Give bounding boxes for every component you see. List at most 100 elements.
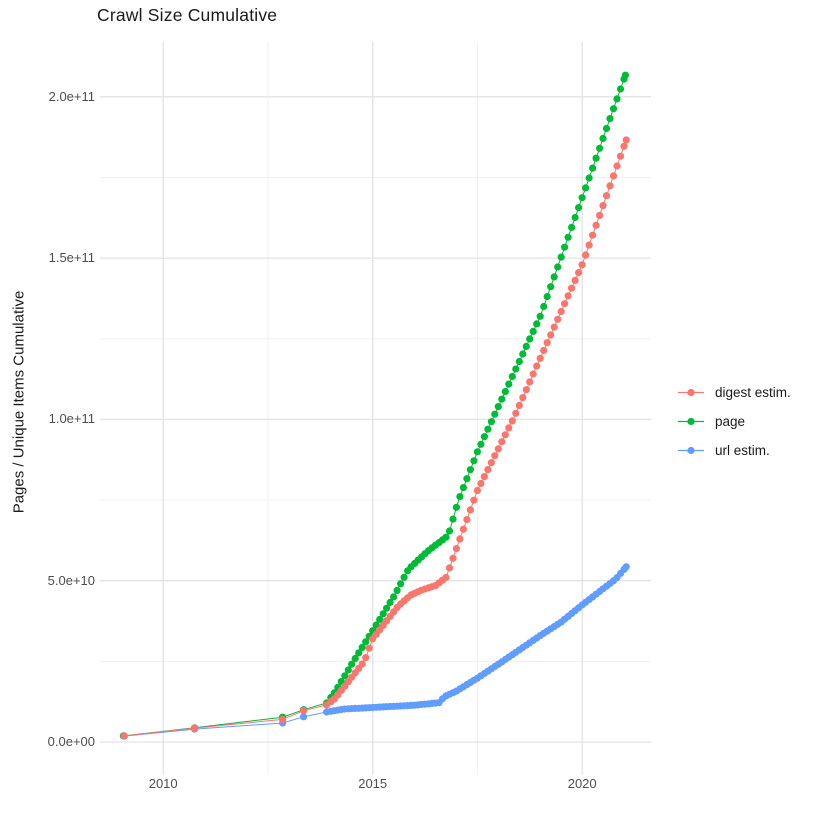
data-point (596, 211, 604, 219)
data-point (362, 638, 370, 646)
data-point (599, 134, 607, 142)
data-point (515, 401, 523, 409)
legend-label: page (715, 414, 746, 429)
data-point (540, 346, 548, 355)
data-point (508, 417, 516, 425)
data-point (602, 124, 611, 133)
data-point (501, 431, 509, 439)
data-point (466, 466, 474, 474)
data-point (599, 202, 607, 210)
data-point (456, 535, 464, 543)
data-point (445, 564, 454, 572)
y-tick-label: 1.0e+11 (48, 411, 95, 427)
data-point (592, 221, 600, 229)
data-point (536, 312, 544, 320)
data-point (512, 365, 520, 373)
data-point (470, 457, 478, 465)
data-point (609, 105, 618, 113)
data-point (348, 660, 356, 668)
series-digest-estim- (120, 136, 630, 740)
data-point (526, 335, 534, 343)
data-point (582, 184, 590, 192)
data-point (522, 386, 530, 394)
data-point (602, 192, 611, 200)
data-point (519, 350, 527, 358)
data-point (582, 251, 590, 259)
data-point (386, 598, 394, 607)
legend-entry-page: page (676, 407, 791, 436)
data-point (498, 438, 506, 446)
legend-entry-url-estim-: url estim. (676, 436, 791, 465)
data-point (596, 144, 604, 152)
data-point (442, 533, 450, 541)
data-point (554, 263, 562, 271)
legend-entry-digest-estim-: digest estim. (676, 378, 791, 407)
data-point (362, 654, 370, 662)
data-point (613, 162, 621, 170)
data-point (606, 182, 614, 190)
x-tick-label: 2020 (567, 776, 597, 791)
data-point (589, 231, 597, 239)
data-point (470, 496, 478, 504)
data-point (543, 293, 551, 301)
data-point (452, 503, 460, 511)
data-point (397, 580, 405, 588)
data-point (459, 484, 467, 492)
legend-key-icon (678, 417, 704, 426)
data-point (452, 545, 460, 553)
data-point (376, 615, 384, 624)
data-point (501, 388, 509, 396)
data-point (547, 331, 555, 339)
data-point (568, 284, 576, 292)
data-point (442, 573, 450, 582)
data-point (533, 362, 541, 370)
data-point (550, 273, 558, 281)
chart-title: Crawl Size Cumulative (97, 5, 278, 25)
data-point (529, 370, 537, 378)
data-point (533, 320, 541, 328)
data-point (477, 440, 485, 448)
data-point (473, 486, 481, 495)
series-url-estim- (120, 563, 630, 740)
data-point (568, 223, 576, 231)
data-point (609, 172, 618, 180)
data-point (561, 300, 569, 308)
data-point (578, 261, 586, 269)
data-point (463, 475, 471, 483)
data-point (554, 315, 562, 323)
data-point (390, 593, 398, 601)
data-point (575, 269, 583, 277)
data-point (494, 445, 502, 453)
data-point (515, 357, 523, 366)
data-point (592, 154, 600, 162)
series-line (124, 139, 627, 737)
legend-key-icon (678, 388, 704, 397)
x-tick-label: 2010 (148, 776, 178, 791)
data-point (550, 323, 558, 331)
data-point (191, 724, 199, 732)
data-point (466, 506, 474, 514)
data-point (564, 292, 572, 300)
data-point (578, 194, 586, 202)
data-point (279, 715, 287, 724)
data-point (621, 71, 630, 79)
data-point (498, 395, 506, 403)
data-point (400, 573, 408, 581)
data-point (379, 610, 387, 618)
data-point (456, 493, 464, 501)
data-point (585, 174, 593, 182)
data-point (383, 604, 391, 612)
data-point (505, 424, 513, 432)
data-point (487, 418, 495, 426)
data-point (487, 459, 495, 467)
data-point (543, 339, 551, 347)
x-tick-label: 2015 (358, 776, 388, 791)
y-tick-label: 0.0e+00 (47, 734, 95, 749)
data-point (300, 713, 308, 721)
data-point (622, 136, 630, 144)
data-point (522, 342, 530, 350)
legend-label: digest estim. (715, 385, 791, 400)
y-tick-label: 1.5e+11 (48, 250, 95, 266)
data-point (536, 354, 544, 362)
